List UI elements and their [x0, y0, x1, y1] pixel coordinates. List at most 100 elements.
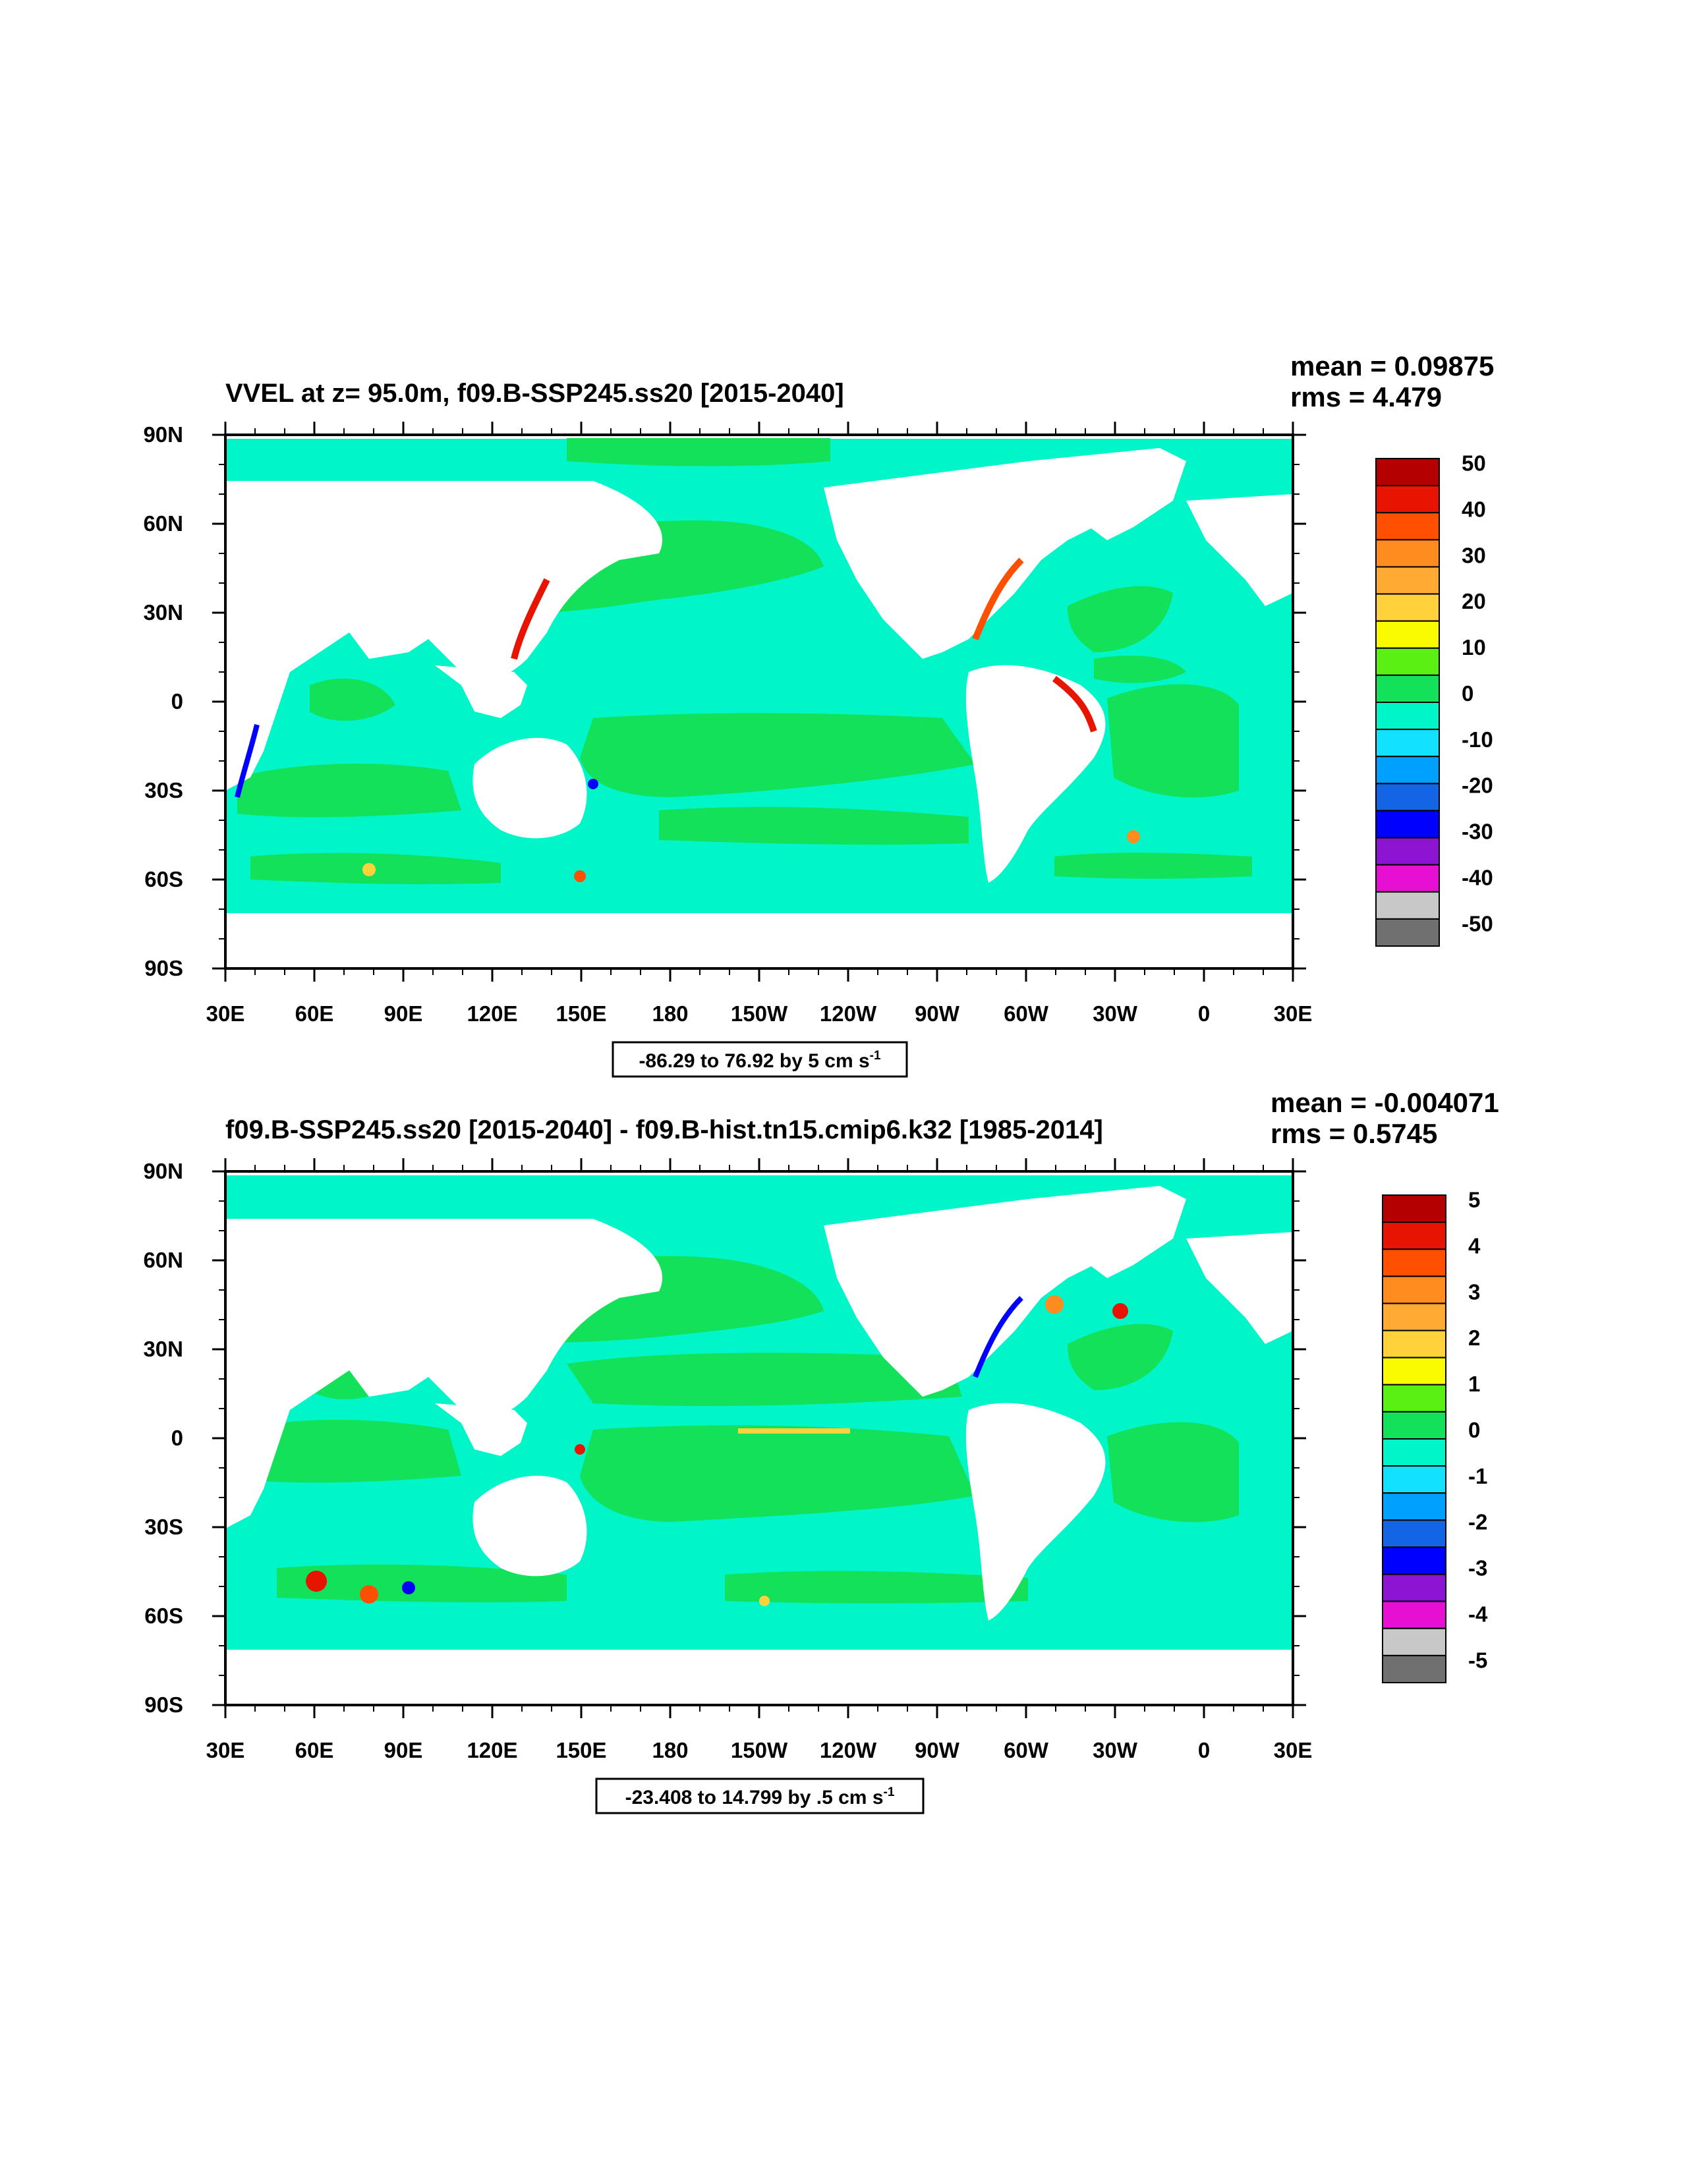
lat-label: 90S — [144, 1693, 183, 1717]
colorbar-box — [1375, 918, 1440, 947]
south-atlantic-eddy — [1127, 830, 1140, 843]
colorbar-label: 3 — [1468, 1279, 1480, 1304]
indian-ocean-green — [237, 1420, 461, 1483]
colorbar-box — [1382, 1627, 1446, 1656]
antarctica-land — [225, 913, 1293, 968]
current-features — [235, 557, 1140, 882]
lat-label: 30S — [144, 1515, 183, 1539]
colorbar-box — [1375, 458, 1440, 487]
colorbar-box — [1382, 1573, 1446, 1602]
lon-label: 150E — [556, 1001, 606, 1026]
colorbar-label: 2 — [1468, 1326, 1480, 1350]
south-america-land — [965, 665, 1106, 883]
current-features — [306, 1295, 1128, 1606]
south-atlantic-green — [1107, 1422, 1239, 1523]
latitude-labels: 90N 60N 30N 0 30S 60S 90S — [143, 422, 183, 980]
lon-label: 120E — [467, 1001, 517, 1026]
lon-label: 30W — [1093, 1738, 1138, 1762]
lat-label: 0 — [171, 689, 183, 714]
colorbar-box — [1375, 647, 1440, 676]
lat-label: 60S — [144, 1604, 183, 1628]
colorbar-box — [1375, 864, 1440, 893]
southern-indian-eddy — [362, 863, 376, 876]
panel-bottom: f09.B-SSP245.ss20 [2015-2040] - f09.B-hi… — [143, 1087, 1499, 1814]
europe-land — [1186, 1232, 1293, 1344]
africa-eurasia-land — [225, 481, 663, 791]
land-masks — [225, 1186, 1293, 1705]
north-atlantic-eddy — [1045, 1295, 1064, 1314]
gulf-stream — [972, 557, 1024, 640]
land-masks — [225, 448, 1293, 968]
southern-ocean-green — [277, 1564, 567, 1603]
lon-label: 0 — [1198, 1001, 1210, 1026]
lon-label: 0 — [1198, 1738, 1210, 1762]
range-label-box: -23.408 to 14.799 by .5 cm s-1 — [595, 1778, 925, 1814]
colorbar: 5 4 3 2 1 0 -1 -2 -3 -4 -5 — [1382, 1188, 1488, 1684]
lat-label: 60N — [143, 1248, 183, 1272]
south-pacific-green — [580, 713, 975, 797]
europe-land — [1186, 494, 1293, 606]
lon-label: 120W — [820, 1738, 877, 1762]
range-box-frame — [595, 1778, 925, 1814]
lon-label: 120E — [467, 1738, 517, 1762]
south-america-land — [965, 1403, 1106, 1621]
indian-ocean-green-2 — [310, 679, 395, 721]
equatorial-atlantic-green — [1094, 656, 1186, 683]
colorbar-box — [1375, 891, 1440, 920]
africa-eurasia-land — [225, 1219, 663, 1528]
lon-label: 60W — [1004, 1738, 1049, 1762]
colorbar-label: 4 — [1468, 1233, 1481, 1258]
longitude-labels: 30E 60E 90E 120E 150E 180 150W 120W 90W 60W 30W 0 30… — [206, 1001, 1313, 1026]
lon-label: 30E — [1274, 1001, 1313, 1026]
colorbar-label: 1 — [1468, 1372, 1480, 1396]
colorbar-label: -30 — [1462, 820, 1493, 844]
colorbar-label: -10 — [1462, 727, 1493, 752]
longitude-labels: 30E 60E 90E 120E 150E 180 150W 120W 90W 60W 30W 0 30… — [206, 1738, 1313, 1762]
colorbar-box — [1375, 593, 1440, 622]
southern-ocean-green-2 — [725, 1571, 1028, 1604]
range-label: -23.408 to 14.799 by .5 cm s-1 — [625, 1785, 895, 1808]
colorbar-box — [1375, 566, 1440, 595]
panel-top: VVEL at z= 95.0m, f09.B-SSP245.ss20 [201… — [143, 350, 1494, 1078]
lat-label: 90N — [143, 422, 183, 447]
colorbar-label: -20 — [1462, 773, 1493, 798]
equatorial-undercurrent-band — [738, 1428, 850, 1434]
south-atlantic-green — [1107, 684, 1239, 798]
colorbar-box — [1382, 1411, 1446, 1440]
arctic-green — [567, 438, 830, 466]
lon-label: 150E — [556, 1738, 606, 1762]
colorbar-label: 20 — [1462, 589, 1486, 613]
colorbar-label: 0 — [1462, 681, 1473, 706]
colorbar-label: -2 — [1468, 1510, 1487, 1534]
south-pacific-green — [580, 1425, 975, 1522]
colorbar-box — [1382, 1384, 1446, 1413]
range-label: -86.29 to 76.92 by 5 cm s-1 — [639, 1049, 881, 1072]
lat-label: 30S — [144, 778, 183, 802]
australia-land — [472, 1476, 587, 1577]
southern-indian-eddy — [306, 1571, 327, 1592]
agulhas-current — [235, 724, 260, 798]
brazil-current — [1052, 676, 1097, 733]
lon-label: 180 — [652, 1738, 688, 1762]
greenland-land — [1028, 1186, 1186, 1278]
colorbar-box — [1375, 674, 1440, 704]
lat-label: 90S — [144, 956, 183, 980]
colorbar-box — [1382, 1546, 1446, 1575]
equatorial-pacific-green — [567, 1353, 962, 1407]
lon-label: 60E — [295, 1001, 334, 1026]
colorbar-box — [1382, 1194, 1446, 1223]
colorbar-box — [1375, 729, 1440, 758]
southern-indian-eddy-3 — [402, 1581, 415, 1594]
colorbar-label: 50 — [1462, 451, 1486, 476]
north-atlantic-eddy-2 — [1112, 1303, 1128, 1319]
colorbar-box — [1382, 1248, 1446, 1277]
axis-ticks — [212, 422, 1306, 982]
antarctica-land — [225, 1650, 1293, 1705]
north-atlantic-green — [1068, 1324, 1173, 1390]
colorbar-label: 10 — [1462, 635, 1486, 659]
colorbar-box — [1382, 1357, 1446, 1386]
colorbar-box — [1382, 1519, 1446, 1548]
lat-label: 30N — [143, 1337, 183, 1361]
lon-label: 180 — [652, 1001, 688, 1026]
colorbar-box — [1382, 1221, 1446, 1250]
